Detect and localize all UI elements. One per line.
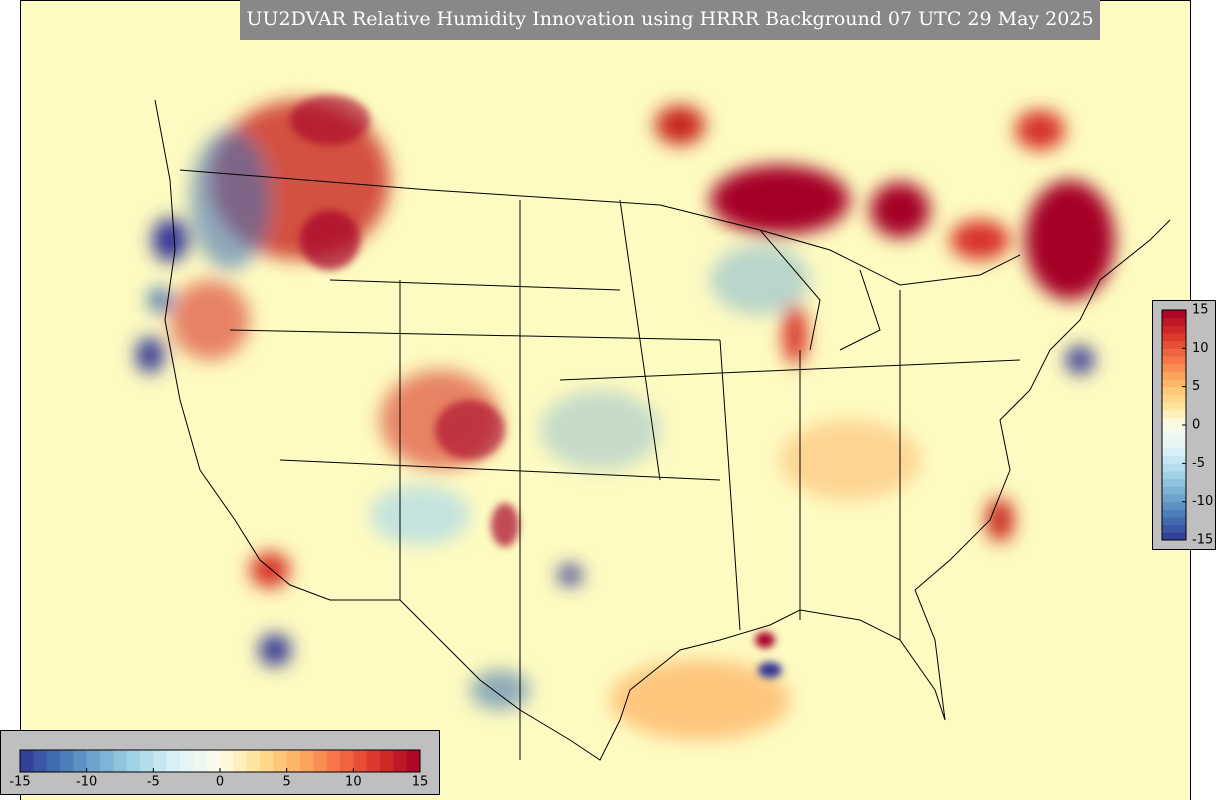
colorbar-cell [153, 750, 168, 772]
colorbar-cell [180, 750, 194, 772]
colorbar-cell [246, 750, 261, 772]
colorbar-cell [406, 750, 421, 772]
colorbar-cell [286, 750, 301, 772]
colorbar-cell [1162, 417, 1186, 426]
colorbar-cell [1162, 317, 1186, 326]
colorbar-cell [220, 750, 234, 772]
colorbar-cell [1162, 440, 1186, 449]
colorbar-cell [1162, 532, 1186, 541]
colorbar-cell [1162, 463, 1186, 472]
colorbar-cell [366, 750, 381, 772]
colorbar-tick-label: -15 [9, 775, 30, 790]
colorbar-cell [1162, 348, 1186, 357]
colorbar-cell [1162, 409, 1186, 418]
colorbar-cell [233, 750, 248, 772]
colorbar-cell [1162, 486, 1186, 495]
colorbar-cell [1162, 386, 1186, 395]
colorbar-cell [393, 750, 408, 772]
colorbar-cell [1162, 478, 1186, 487]
colorbar-tick-label: 0 [216, 775, 224, 790]
colorbar-tick-label: 0 [1192, 418, 1200, 433]
colorbar-cell [1162, 356, 1186, 365]
colorbar-cell [140, 750, 154, 772]
state-borders [229, 199, 1021, 760]
colorbar-cell [313, 750, 328, 772]
colorbar-cell [1162, 325, 1186, 334]
colorbar-cell [73, 750, 88, 772]
colorbar-cell [1162, 494, 1186, 503]
colorbar-cell [1162, 471, 1186, 480]
colorbar-cell [1162, 333, 1186, 342]
coastline [154, 99, 1171, 761]
colorbar-cell [46, 750, 61, 772]
colorbar-cell [1162, 402, 1186, 411]
colorbar-cell [60, 750, 74, 772]
great-lakes [759, 229, 881, 351]
title: UU2DVAR Relative Humidity Innovation usi… [246, 8, 1093, 30]
map [20, 0, 1190, 800]
colorbar-cell [126, 750, 141, 772]
colorbar-cell [1162, 363, 1186, 372]
colorbar-cell [20, 750, 34, 772]
colorbar-cell [193, 750, 208, 772]
colorbar-cell [1162, 517, 1186, 526]
colorbar-tick-label: -10 [1192, 494, 1213, 509]
colorbar-cell [113, 750, 128, 772]
colorbar-cell [300, 750, 314, 772]
colorbar-cell [86, 750, 101, 772]
colorbar-cell [1162, 501, 1186, 510]
colorbar-cell [1162, 509, 1186, 518]
colorbar-cell [1162, 432, 1186, 441]
colorbar-cell [1162, 379, 1186, 388]
colorbar-cell [1162, 524, 1186, 533]
colorbar-tick-label: -5 [1192, 456, 1205, 471]
humidity-detail [290, 95, 782, 678]
colorbar-cell [260, 750, 274, 772]
title-box [240, 0, 1100, 40]
colorbar-tick-label: -15 [1192, 533, 1213, 548]
colorbar-cell [326, 750, 341, 772]
colorbar-tick-label: 5 [283, 775, 291, 790]
boundaries [154, 99, 1171, 761]
colorbar-tick-label: 15 [412, 775, 429, 790]
colorbar-cell [340, 750, 354, 772]
colorbar-cell [100, 750, 114, 772]
colorbar-cell [353, 750, 368, 772]
colorbar-cell [1162, 448, 1186, 457]
colorbar-cell [1162, 394, 1186, 403]
colorbar-tick-label: 10 [345, 775, 362, 790]
colorbar-tick-label: -10 [76, 775, 97, 790]
colorbar-cell [1162, 371, 1186, 380]
colorbar-tick-label: 5 [1192, 379, 1200, 394]
colorbar-cell [33, 750, 48, 772]
colorbar-cell [206, 750, 221, 772]
colorbar-tick-label: -5 [147, 775, 160, 790]
colorbar-cell [273, 750, 288, 772]
colorbar-tick-label: 15 [1192, 303, 1209, 318]
colorbar-cell [380, 750, 394, 772]
colorbar-cell [1162, 340, 1186, 349]
colorbar-tick-label: 10 [1192, 341, 1209, 356]
colorbar-cell [1162, 425, 1186, 434]
colorbar-cell [166, 750, 181, 772]
colorbar-cell [1162, 310, 1186, 319]
colorbars: -15 -10 -5 0 5 10 15 -15 -10 -5 0 5 10 15 [9, 303, 1213, 790]
colorbar-cell [1162, 455, 1186, 464]
